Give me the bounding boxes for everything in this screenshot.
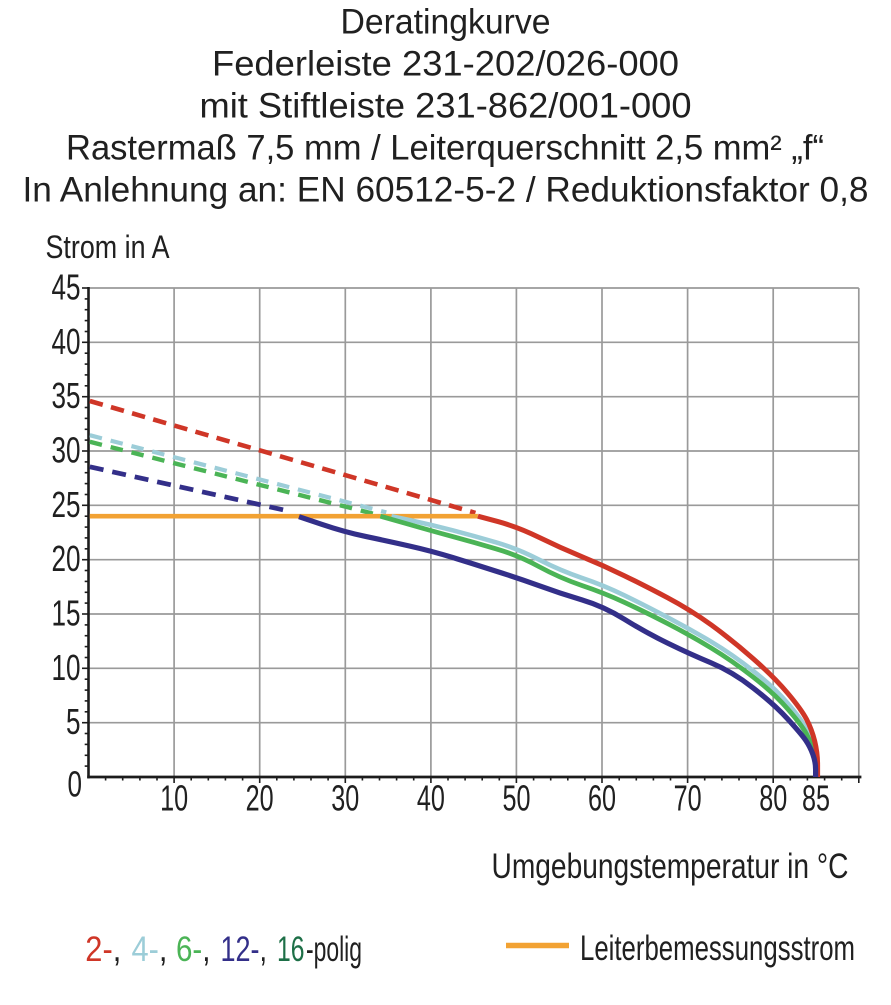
svg-text:0: 0 bbox=[68, 764, 83, 805]
svg-text:Deratingkurve: Deratingkurve bbox=[341, 3, 551, 42]
svg-text:6-,: 6-, bbox=[176, 930, 211, 969]
svg-text:70: 70 bbox=[674, 778, 702, 819]
svg-text:45: 45 bbox=[52, 266, 81, 307]
svg-text:20: 20 bbox=[246, 778, 274, 819]
svg-text:30: 30 bbox=[331, 778, 359, 819]
svg-text:Leiterbemessungsstrom: Leiterbemessungsstrom bbox=[580, 929, 855, 968]
svg-text:mit Stiftleiste 231-862/001-00: mit Stiftleiste 231-862/001-000 bbox=[200, 87, 692, 126]
svg-text:80: 80 bbox=[759, 778, 787, 819]
svg-text:20: 20 bbox=[52, 538, 81, 579]
svg-text:12-,: 12-, bbox=[221, 930, 268, 969]
svg-text:16: 16 bbox=[277, 930, 305, 969]
svg-text:30: 30 bbox=[52, 429, 81, 470]
svg-text:60: 60 bbox=[588, 778, 616, 819]
svg-text:5: 5 bbox=[66, 701, 81, 742]
svg-text:40: 40 bbox=[417, 778, 445, 819]
svg-text:4-,: 4-, bbox=[132, 930, 168, 969]
svg-text:Strom in A: Strom in A bbox=[46, 229, 171, 265]
svg-text:Federleiste 231-202/026-000: Federleiste 231-202/026-000 bbox=[212, 45, 679, 84]
svg-text:40: 40 bbox=[52, 321, 81, 362]
svg-text:15: 15 bbox=[52, 592, 81, 633]
svg-text:Umgebungstemperatur in °C: Umgebungstemperatur in °C bbox=[492, 847, 849, 886]
svg-text:Rastermaß 7,5 mm / Leiterquers: Rastermaß 7,5 mm / Leiterquerschnitt 2,5… bbox=[66, 129, 824, 168]
svg-text:50: 50 bbox=[502, 778, 530, 819]
svg-text:35: 35 bbox=[52, 375, 81, 416]
svg-text:In Anlehnung an: EN 60512-5-2: In Anlehnung an: EN 60512-5-2 / Reduktio… bbox=[23, 171, 869, 210]
svg-text:25: 25 bbox=[52, 484, 81, 525]
svg-text:10: 10 bbox=[160, 778, 188, 819]
svg-text:-polig: -polig bbox=[306, 930, 362, 969]
svg-text:85: 85 bbox=[802, 778, 830, 819]
svg-text:2-,: 2-, bbox=[85, 930, 121, 969]
svg-text:10: 10 bbox=[52, 647, 81, 688]
